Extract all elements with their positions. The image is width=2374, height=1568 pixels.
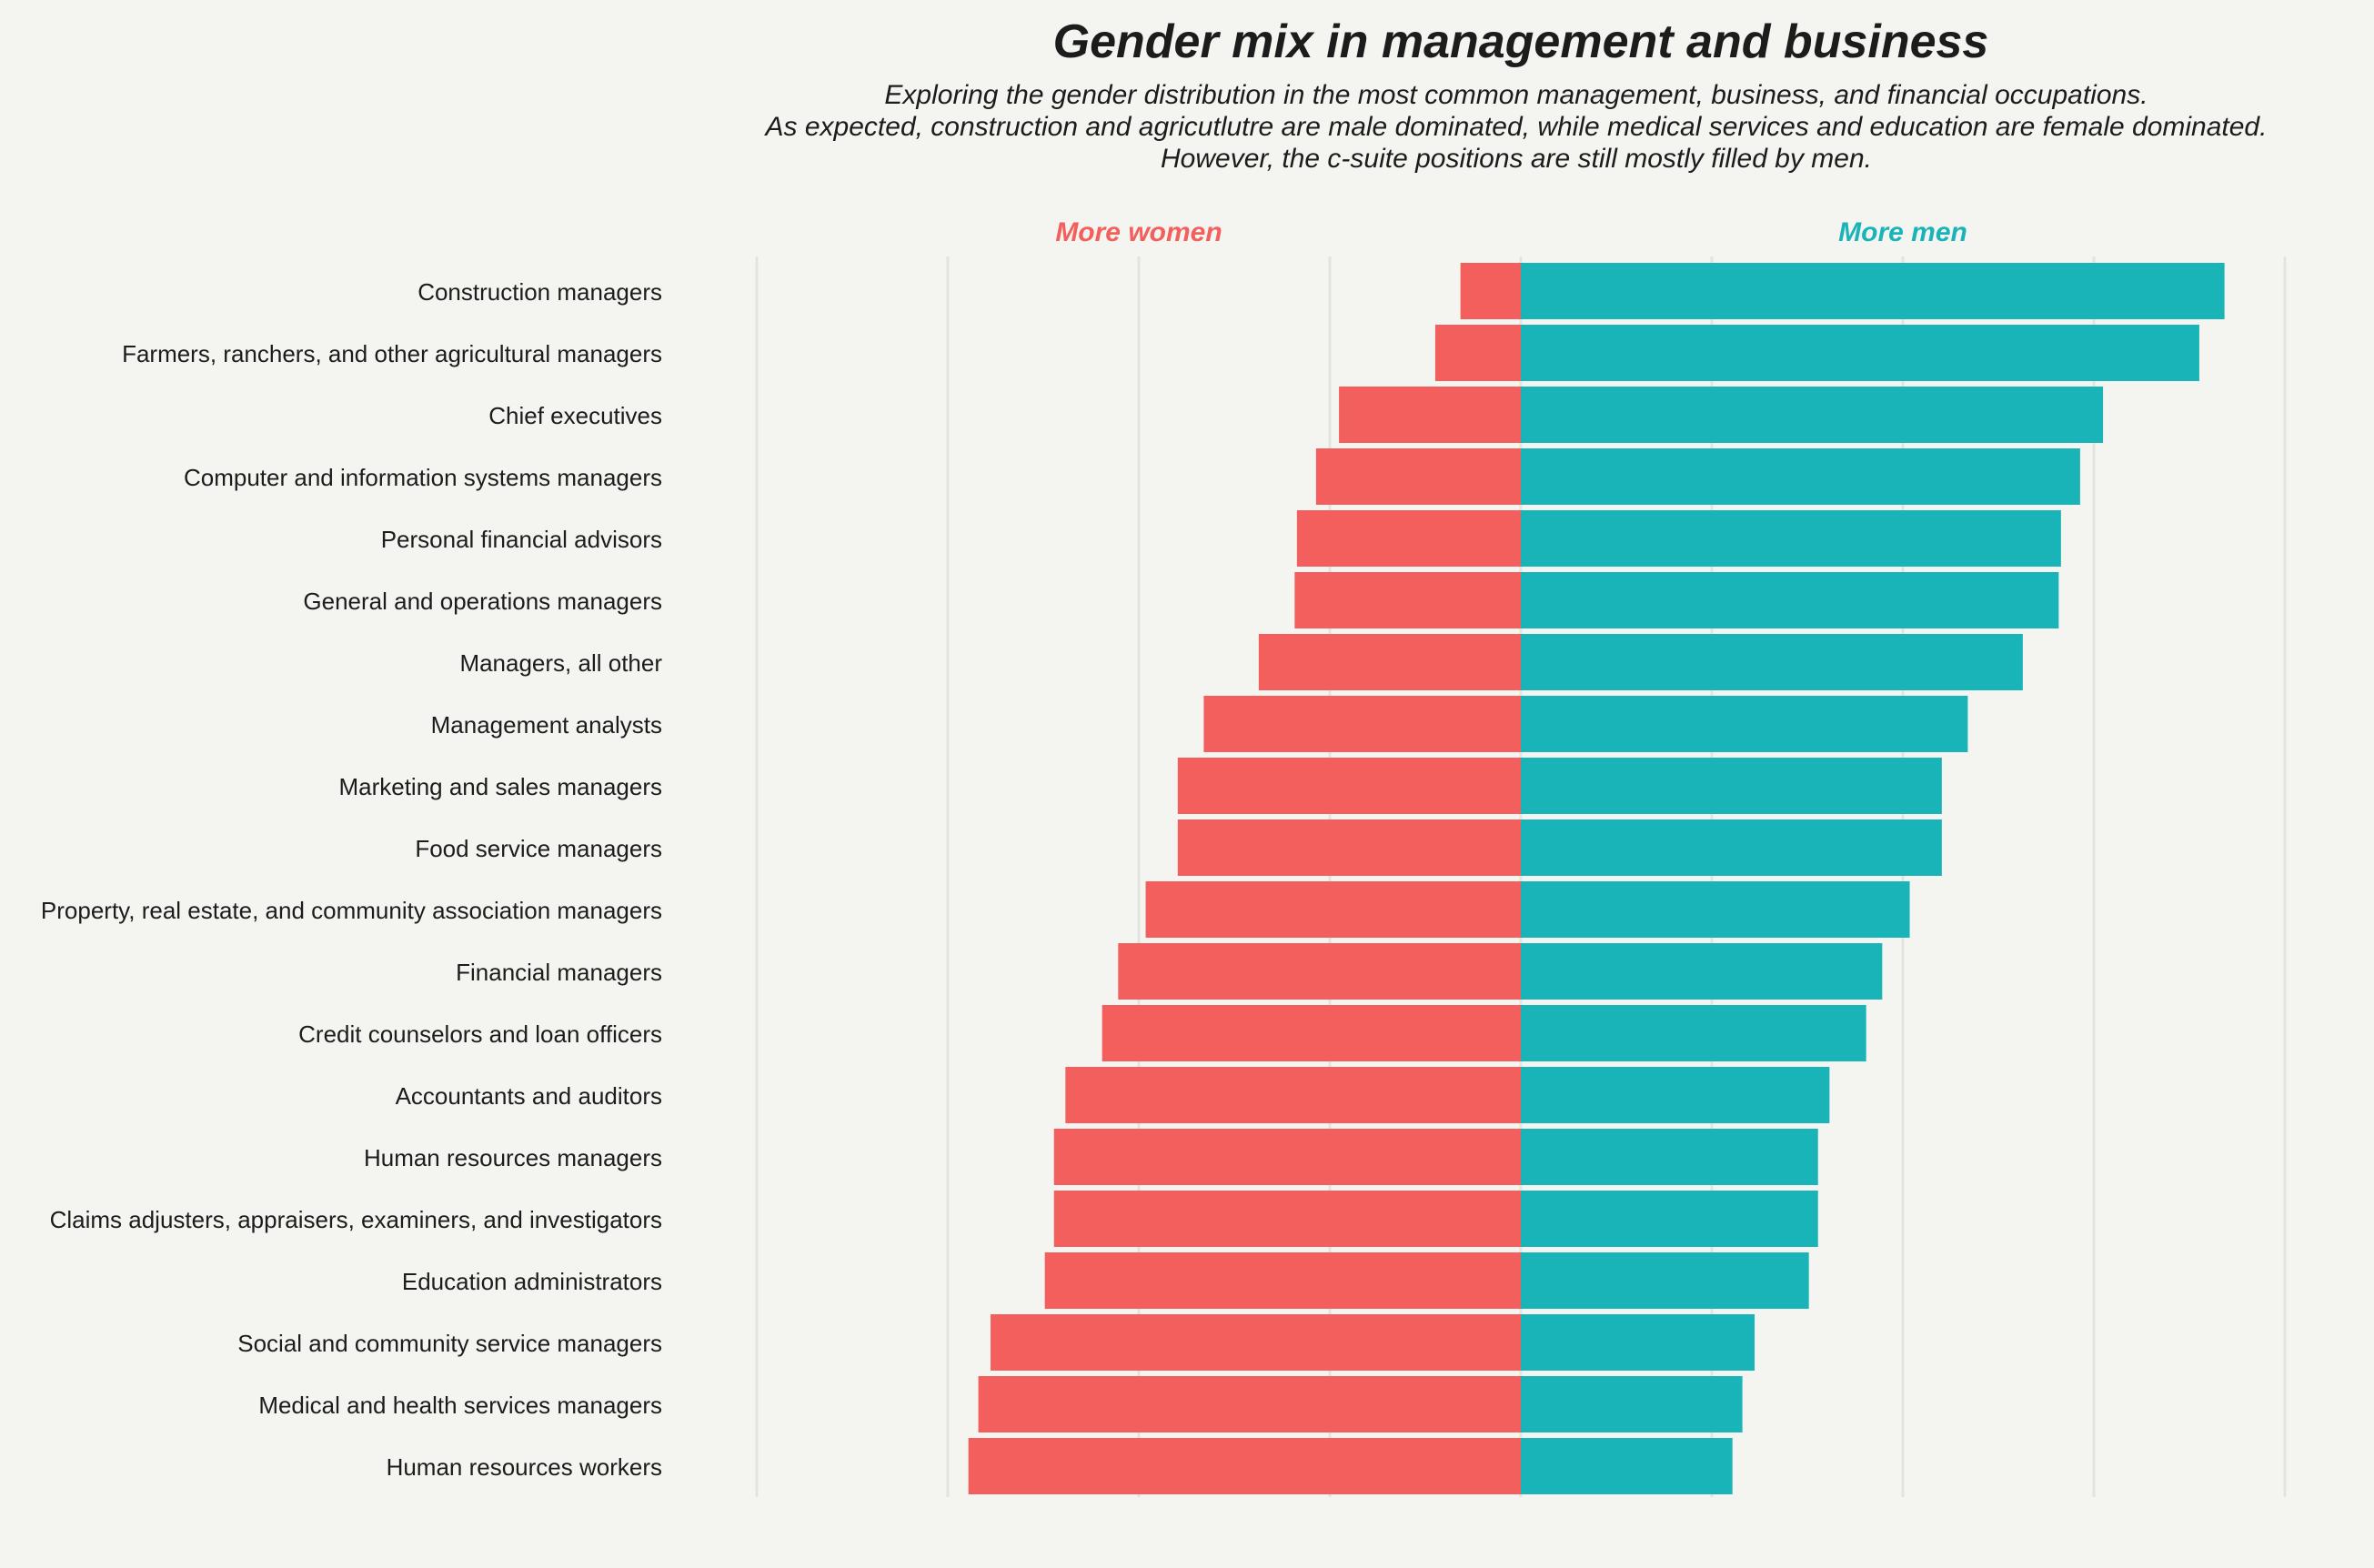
men-bar <box>1521 448 2080 505</box>
women-bar <box>978 1376 1521 1432</box>
men-bar <box>1521 387 2104 443</box>
women-bar <box>1258 634 1521 690</box>
category-labels: Construction managers Farmers, ranchers, … <box>41 278 662 1481</box>
women-bar <box>1177 758 1521 814</box>
men-bar <box>1521 696 1968 752</box>
women-bar <box>1145 881 1521 938</box>
women-bar <box>1053 1191 1521 1247</box>
more-women-label: More women <box>1055 217 1222 247</box>
category-label: Personal financial advisors <box>381 526 662 553</box>
women-bar <box>991 1314 1521 1371</box>
women-bar <box>1065 1067 1521 1123</box>
category-label: General and operations managers <box>303 588 662 615</box>
men-bar <box>1521 634 2023 690</box>
men-bar <box>1521 1129 1818 1185</box>
women-bar <box>1434 325 1521 381</box>
men-bar <box>1521 572 2059 628</box>
category-label: Computer and information systems manager… <box>184 464 662 491</box>
category-label: Chief executives <box>488 402 662 429</box>
category-label: Financial managers <box>456 959 662 986</box>
chart-subtitle-line-2: As expected, construction and agricutlut… <box>764 112 2268 142</box>
women-bar <box>1315 448 1521 505</box>
category-label: Human resources workers <box>387 1453 662 1481</box>
women-bar <box>1203 696 1521 752</box>
men-bar <box>1521 325 2199 381</box>
men-bar <box>1521 1252 1809 1309</box>
men-bar <box>1521 1376 1743 1432</box>
category-label: Credit counselors and loan officers <box>298 1020 662 1048</box>
men-bar <box>1521 1191 1818 1247</box>
women-bar <box>968 1438 1521 1494</box>
category-label: Accountants and auditors <box>396 1082 662 1110</box>
men-bar <box>1521 1438 1733 1494</box>
category-label: Social and community service managers <box>237 1330 662 1357</box>
men-bar <box>1521 1005 1866 1061</box>
women-bar <box>1177 819 1521 876</box>
category-label: Farmers, ranchers, and other agricultura… <box>122 340 662 367</box>
men-bar <box>1521 1067 1830 1123</box>
category-label: Education administrators <box>402 1268 662 1295</box>
chart-subtitle-line-3: However, the c-suite positions are still… <box>1161 144 1872 174</box>
chart-subtitle-line-1: Exploring the gender distribution in the… <box>884 80 2148 110</box>
women-bar <box>1101 1005 1521 1061</box>
chart-title: Gender mix in management and business <box>1053 15 1989 68</box>
category-label: Management analysts <box>431 711 662 739</box>
category-label: Food service managers <box>415 835 662 862</box>
men-bar <box>1521 1314 1755 1371</box>
category-label: Claims adjusters, appraisers, examiners,… <box>50 1206 662 1233</box>
bars <box>968 263 2225 1494</box>
category-label: Property, real estate, and community ass… <box>41 897 662 924</box>
men-bar <box>1521 943 1883 1000</box>
women-bar <box>1053 1129 1521 1185</box>
women-bar <box>1339 387 1521 443</box>
women-bar <box>1296 510 1521 567</box>
category-label: Managers, all other <box>459 649 662 677</box>
men-bar <box>1521 758 1942 814</box>
women-bar <box>1044 1252 1521 1309</box>
men-bar <box>1521 263 2225 319</box>
women-bar <box>1294 572 1521 628</box>
women-bar <box>1118 943 1521 1000</box>
category-label: Medical and health services managers <box>258 1392 662 1419</box>
men-bar <box>1521 881 1910 938</box>
category-label: Human resources managers <box>364 1144 662 1171</box>
men-bar <box>1521 510 2061 567</box>
more-men-label: More men <box>1838 217 1967 247</box>
women-bar <box>1460 263 1521 319</box>
men-bar <box>1521 819 1942 876</box>
category-label: Construction managers <box>417 278 662 306</box>
category-label: Marketing and sales managers <box>338 773 662 800</box>
